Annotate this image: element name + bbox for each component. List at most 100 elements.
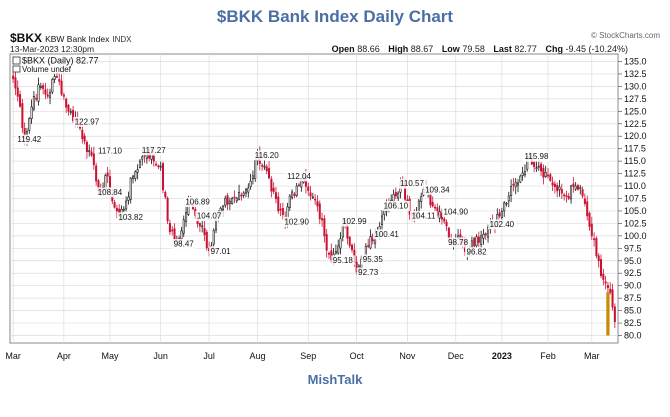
candle-body	[480, 235, 483, 245]
candle-body	[95, 165, 98, 182]
last-label: Last	[493, 44, 512, 54]
legend-volume-swatch	[12, 65, 21, 73]
candle-body	[507, 195, 510, 202]
x-axis: Mar Apr May Jun Jul Aug Sep Oct Nov Dec 2023 Feb Mar	[5, 351, 599, 361]
y-tick-label: 87.5	[624, 293, 642, 303]
candle-body	[39, 86, 42, 88]
price-label: 106.10	[384, 201, 409, 210]
price-label: 106.89	[185, 198, 210, 207]
candle-body	[46, 94, 49, 97]
candle-body	[590, 223, 593, 237]
price-label: 115.98	[525, 152, 549, 161]
price-label-bg	[465, 247, 489, 258]
price-label-bg	[361, 254, 385, 265]
price-label-bg	[442, 206, 471, 217]
price-label: 98.47	[174, 239, 195, 248]
candle-body	[535, 167, 538, 170]
candle-body	[164, 192, 167, 198]
y-tick-label: 107.5	[624, 194, 647, 204]
candle-body	[567, 195, 570, 199]
candle-body	[14, 77, 17, 89]
price-label-bg	[423, 184, 452, 195]
y-tick-label: 117.5	[624, 144, 646, 154]
candle-body	[125, 200, 128, 210]
candle-body	[613, 306, 616, 323]
symbol-ticker: $BKX	[10, 31, 43, 45]
price-label: 98.78	[448, 238, 469, 247]
candle-body	[263, 165, 266, 168]
candle-body	[51, 79, 54, 93]
candle-body	[588, 212, 591, 227]
price-label: 117.10	[98, 147, 122, 156]
y-axis: 80.0 82.5 85.0 87.5 90.0 92.5 95.0 97.5 100.0 102…	[618, 56, 647, 341]
candle-body	[443, 218, 446, 222]
candle-body	[226, 195, 229, 205]
y-tick-label: 110.0	[624, 181, 646, 191]
price-label-bg	[398, 178, 426, 189]
candle-body	[487, 226, 490, 238]
candle-body	[238, 191, 241, 200]
candle-body	[291, 191, 294, 198]
candle-body	[351, 244, 354, 251]
candle-body	[611, 289, 614, 308]
candle-body	[523, 171, 526, 176]
price-label: 102.99	[342, 217, 367, 226]
x-tick-label: May	[101, 351, 119, 361]
candle-body	[12, 75, 15, 80]
candle-body	[35, 97, 38, 100]
ohlc-readout: Open 88.66 High 88.67 Low 79.58 Last 82.…	[332, 44, 634, 54]
candle-body	[152, 155, 155, 162]
price-label-bg	[140, 145, 168, 156]
candle-body	[198, 223, 201, 227]
price-label: 104.11	[412, 211, 436, 220]
candle-body	[247, 187, 250, 193]
candle-body	[85, 141, 88, 153]
legend-price-swatch	[12, 56, 21, 65]
candle-body	[37, 84, 40, 102]
x-tick-label: Jul	[203, 351, 215, 361]
price-label: 102.90	[284, 217, 309, 226]
candle-body	[434, 206, 437, 209]
chg-value: -9.45 (-10.24%)	[565, 44, 628, 54]
y-tick-label: 120.0	[624, 131, 647, 141]
candle-body	[595, 237, 598, 257]
candle-body	[251, 175, 254, 180]
candle-body	[563, 194, 566, 197]
x-tick-label: Dec	[448, 351, 465, 361]
price-label-bg	[382, 200, 411, 211]
candle-body	[579, 187, 582, 189]
price-label-bg	[73, 116, 102, 127]
candle-body	[321, 218, 324, 221]
candle-body	[307, 186, 310, 191]
price-label-bg	[331, 255, 355, 266]
candle-body	[261, 164, 264, 167]
x-tick-label: Feb	[540, 351, 556, 361]
x-tick-label: Mar	[584, 351, 600, 361]
candle-body	[380, 215, 384, 225]
volume-bars	[606, 292, 610, 336]
candle-body	[185, 212, 188, 222]
candle-body	[510, 186, 513, 196]
y-tick-label: 90.0	[624, 281, 642, 291]
candle-body	[583, 198, 586, 204]
candle-body	[235, 197, 238, 202]
y-tick-label: 135.0	[624, 56, 647, 66]
candle-body	[346, 224, 349, 239]
candle-body	[28, 118, 31, 131]
candle-body	[394, 191, 397, 197]
candle-body	[438, 211, 441, 219]
candle-body	[420, 196, 423, 202]
candle-body	[58, 79, 61, 82]
price-label-bg	[116, 212, 146, 223]
legend: $BKX (Daily) 82.77 Volume undef	[12, 56, 99, 74]
candle-body	[316, 201, 319, 207]
price-label: 110.57	[400, 179, 424, 188]
x-tick-label: Oct	[350, 351, 365, 361]
y-tick-label: 85.0	[624, 306, 642, 316]
candle-body	[143, 154, 146, 157]
price-annotations: 119.42 122.97 117.10 108.84 103.82 117.27 106.…	[15, 116, 551, 278]
candle-body	[55, 76, 58, 78]
candle-body	[228, 200, 231, 205]
candle-body	[231, 198, 234, 204]
candle-body	[88, 150, 91, 152]
